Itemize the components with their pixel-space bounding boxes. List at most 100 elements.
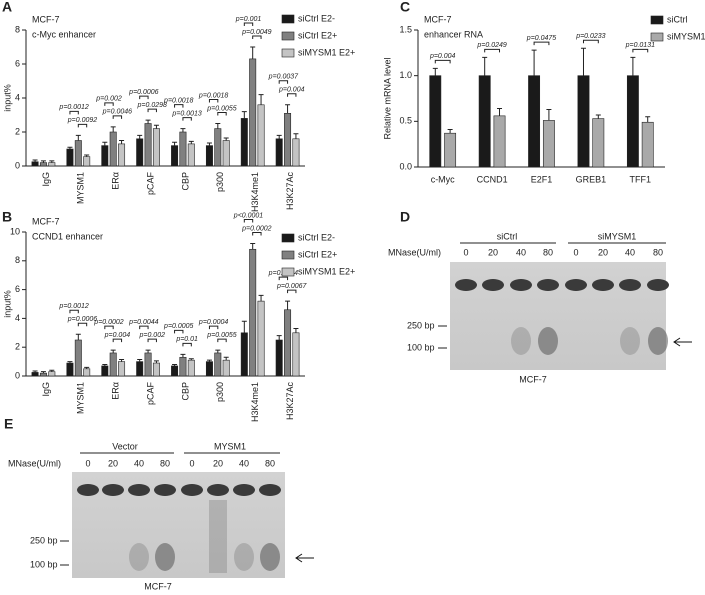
bar [144,352,152,377]
legend-label: siCtrl [667,14,688,24]
marker-label: 250 bp [407,320,435,330]
error-bar [546,108,552,121]
p-value: p=0.0044 [128,319,158,326]
p-value: p=0.0013 [171,110,201,117]
bar [257,104,265,167]
gel-d: D siCtrl siMYSM1 MNase(U/ml) 250 bp 100 … [388,209,692,384]
p-value: p=0.0002 [241,225,271,232]
bar [83,156,91,167]
p-value: p=0.0018 [163,97,193,104]
marker-label: 100 bp [30,559,58,569]
smear [129,543,149,571]
y-axis-title: input% [2,84,12,112]
error-bar [102,363,108,366]
band [259,484,281,496]
error-bar [258,94,264,105]
error-bar [223,356,229,361]
smear [511,327,531,355]
error-bar [215,123,221,129]
caption: MCF-7 [519,374,547,384]
p-value: p=0.002 [95,96,122,103]
significance-bracket [174,329,184,334]
band [510,279,532,291]
bar [31,161,39,167]
error-bar [276,134,282,139]
bar [292,138,300,167]
legend-label: siMYSM1 E2+ [298,266,355,276]
bar [48,162,56,167]
error-bar [595,114,601,119]
p-value: p=0.0004 [198,319,228,326]
significance-bracket [217,338,227,343]
legend-label: siCtrl E2- [298,13,335,23]
bar [284,309,292,377]
bar [152,362,160,377]
error-bar [180,128,186,132]
y-tick-label: 2 [15,126,20,136]
band [619,279,641,291]
error-bar [137,134,143,139]
error-bar [250,46,256,59]
bar [240,332,248,377]
p-value: p=0.0233 [575,33,605,40]
band [233,484,255,496]
bar [249,58,257,167]
y-tick-label: 0.5 [399,116,412,126]
significance-bracket [632,48,649,53]
legend-swatch [281,14,295,24]
p-value: p=0.0131 [625,42,655,49]
x-tick-label: ERα [111,382,121,400]
y-tick-label: 10 [10,226,20,236]
p-value: p=0.0006 [128,89,158,96]
significance-bracket [243,219,254,223]
x-tick-label: H3K4me1 [250,382,260,422]
dose-label: 20 [213,458,223,468]
band [207,484,229,496]
x-tick-label: IgG [41,382,51,397]
y-tick-label: 4 [15,313,20,323]
dose-label: 80 [265,458,275,468]
significance-bracket [77,123,88,128]
error-bar [49,369,55,372]
legend-swatch [281,267,295,277]
significance-bracket [147,338,157,343]
band [128,484,150,496]
error-bar [172,363,178,366]
x-tick-label: H3K27Ac [285,382,295,421]
mnase-label: MNase(U/ml) [388,247,441,257]
smear [234,543,254,571]
p-value: p=0.0475 [526,35,556,42]
panel-label: B [2,209,12,225]
x-tick-label: CBP [180,382,190,401]
significance-bracket [278,276,289,281]
mnase-label: MNase(U/ml) [8,458,61,468]
error-bar [241,111,247,119]
error-bar [180,353,186,358]
error-bar [67,146,73,149]
significance-bracket [182,117,192,121]
band [482,279,504,291]
legend-swatch [281,48,295,58]
y-tick-label: 1.5 [399,24,412,34]
dose-label: 20 [488,247,498,257]
significance-bracket [208,99,219,103]
x-tick-label: CBP [180,172,190,191]
x-tick-label: pCAF [145,382,155,406]
significance-bracket [252,35,262,39]
bar [275,339,283,377]
dose-label: 20 [598,247,608,257]
error-bar [482,56,488,76]
bar [214,128,222,167]
dose-label: 40 [625,247,635,257]
bar [493,115,506,168]
bar [284,113,292,167]
band [77,484,99,496]
annotation: MCF-7 [424,14,452,24]
panel-label: A [2,0,12,15]
bar [171,365,179,377]
bar [429,75,442,168]
bar [171,145,179,167]
x-tick-label: CCND1 [477,174,508,184]
significance-bracket [208,325,219,330]
